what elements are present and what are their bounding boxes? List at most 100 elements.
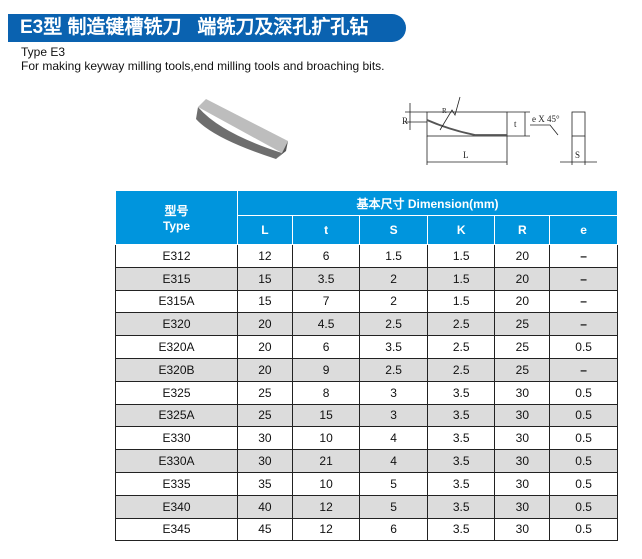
table-row: E325A 25 15 3 3.5 30 0.5 [115, 403, 618, 428]
table-row: E325 25 8 3 3.5 30 0.5 [115, 380, 618, 405]
cell-K: 3.5 [426, 449, 496, 473]
cell-L: 15 [237, 266, 293, 291]
cell-t: 4.5 [291, 312, 361, 337]
cell-K: 3.5 [426, 471, 496, 496]
cell-R: 30 [494, 449, 551, 473]
cell-R: 25 [494, 335, 551, 359]
type-header: 型号 Type [115, 190, 238, 245]
cell-type: E325 [115, 380, 238, 405]
table-row: E340 40 12 5 3.5 30 0.5 [115, 494, 618, 519]
cell-L: 25 [237, 403, 293, 428]
cell-S: 2 [359, 266, 428, 291]
cell-R: 25 [494, 357, 551, 382]
type-label: Type E3 [21, 45, 66, 59]
table-row: E330 30 10 4 3.5 30 0.5 [115, 426, 618, 451]
cell-type: E315 [115, 266, 238, 291]
cell-L: 35 [237, 471, 293, 496]
column-header-K: K [426, 215, 496, 245]
table-row: E320 20 4.5 2.5 2.5 25– [115, 312, 618, 337]
cell-t: 6 [291, 335, 361, 359]
cell-S: 2 [359, 289, 428, 314]
cell-t: 8 [291, 380, 361, 405]
cell-K: 3.5 [426, 494, 496, 519]
cell-S: 5 [359, 471, 428, 496]
cell-e: 0.5 [549, 426, 618, 451]
cell-e: – [549, 312, 618, 337]
cell-L: 30 [237, 449, 293, 473]
cell-t: 7 [291, 289, 361, 314]
label-L: L [463, 150, 469, 160]
cell-type: E320 [115, 312, 238, 337]
cell-L: 40 [237, 494, 293, 519]
cell-type: E325A [115, 403, 238, 428]
cell-K: 1.5 [426, 244, 496, 268]
cell-S: 3.5 [359, 335, 428, 359]
cell-type: E335 [115, 471, 238, 496]
cell-R: 30 [494, 380, 551, 405]
label-S: S [575, 150, 580, 160]
cell-type: E330 [115, 426, 238, 451]
label-R: R [402, 116, 408, 126]
table-row: E345 45 12 6 3.5 30 0.5 [115, 517, 618, 542]
column-header-e: e [549, 215, 618, 245]
cell-e: 0.5 [549, 335, 618, 359]
cell-R: 20 [494, 266, 551, 291]
title-banner: E3型 制造键槽铣刀 端铣刀及深孔扩孔钻 [8, 14, 406, 42]
cell-L: 12 [237, 244, 293, 268]
cell-L: 30 [237, 426, 293, 451]
cell-L: 45 [237, 517, 293, 542]
table-row: E320B 20 9 2.5 2.5 25– [115, 357, 618, 382]
cell-L: 25 [237, 380, 293, 405]
cell-e: – [549, 289, 618, 314]
insert-3d-image [196, 99, 288, 159]
label-chamfer: e X 45° [532, 114, 560, 124]
cell-e: – [549, 266, 618, 291]
table-row: E312 12 6 1.5 1.5 20– [115, 244, 618, 268]
cell-type: E320A [115, 335, 238, 359]
cell-type: E330A [115, 449, 238, 473]
table-row: E320A 20 6 3.5 2.5 25 0.5 [115, 335, 618, 359]
cell-K: 3.5 [426, 426, 496, 451]
cell-S: 3 [359, 403, 428, 428]
type-header-en: Type [162, 219, 191, 233]
cell-S: 4 [359, 426, 428, 451]
cell-t: 12 [291, 494, 361, 519]
cell-S: 3 [359, 380, 428, 405]
table-row: E335 35 10 5 3.5 30 0.5 [115, 471, 618, 496]
cell-S: 6 [359, 517, 428, 542]
technical-drawing: R R t e X 45° L S [402, 96, 597, 165]
table-row: E330A 30 21 4 3.5 30 0.5 [115, 449, 618, 473]
cell-L: 20 [237, 312, 293, 337]
cell-t: 15 [291, 403, 361, 428]
table-row: E315A 15 7 2 1.5 20– [115, 289, 618, 314]
cell-L: 15 [237, 289, 293, 314]
cell-type: E345 [115, 517, 238, 542]
cell-e: 0.5 [549, 471, 618, 496]
cell-e: 0.5 [549, 517, 618, 542]
cell-t: 10 [291, 426, 361, 451]
cell-K: 3.5 [426, 517, 496, 542]
cell-e: 0.5 [549, 403, 618, 428]
cell-S: 2.5 [359, 357, 428, 382]
cell-K: 2.5 [426, 312, 496, 337]
cell-e: – [549, 244, 618, 268]
cell-e: 0.5 [549, 449, 618, 473]
cell-e: – [549, 357, 618, 382]
cell-t: 10 [291, 471, 361, 496]
column-header-t: t [291, 215, 361, 245]
column-header-L: L [237, 215, 293, 245]
cell-K: 1.5 [426, 266, 496, 291]
cell-t: 12 [291, 517, 361, 542]
cell-S: 4 [359, 449, 428, 473]
cell-L: 20 [237, 335, 293, 359]
cell-e: 0.5 [549, 494, 618, 519]
cell-R: 20 [494, 289, 551, 314]
label-t: t [514, 119, 517, 129]
type-header-cn: 型号 [164, 204, 189, 218]
description: For making keyway milling tools,end mill… [21, 59, 385, 73]
cell-S: 1.5 [359, 244, 428, 268]
cell-R: 25 [494, 312, 551, 337]
cell-R: 20 [494, 244, 551, 268]
table-row: E315 15 3.5 2 1.5 20– [115, 266, 618, 291]
